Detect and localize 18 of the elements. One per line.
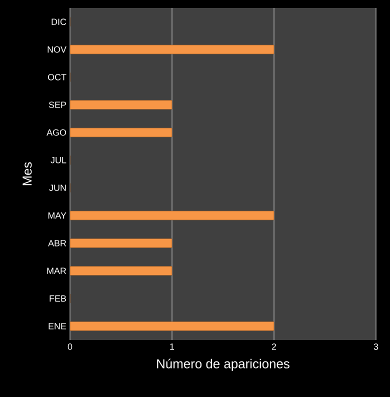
x-tick-label: 1 [170,344,174,350]
y-tick-label: NOV [48,46,66,53]
y-tick-label: JUN [49,184,66,191]
x-tick-label: 2 [272,344,276,350]
x-tick-label: 3 [374,344,378,350]
y-tick-label: FEB [50,295,66,302]
y-tick-label: ENE [48,323,66,330]
y-tick-label: ABR [48,240,66,246]
x-tick-label: 0 [68,344,72,350]
y-axis-title: Mes [22,162,32,186]
y-tick-label: AGO [46,129,66,136]
y-tick-label: DIC [52,18,66,26]
x-axis-title: Número de apariciones [157,358,290,371]
y-tick-label: MAY [48,212,66,219]
y-tick-label: SEP [48,102,66,108]
y-tick-label: JUL [50,157,66,164]
y-tick-label: MAR [47,268,66,274]
y-tick-label: OCT [48,74,66,80]
